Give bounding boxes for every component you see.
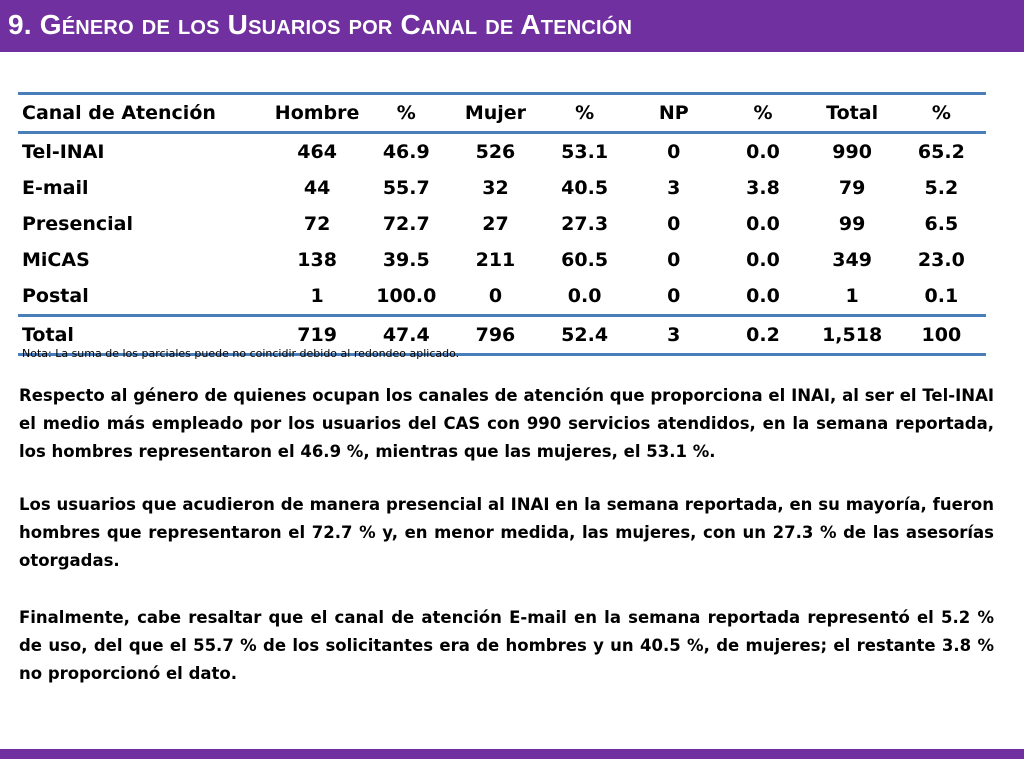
table-cell: 0 xyxy=(667,141,681,163)
table-cell: 3 xyxy=(667,324,681,346)
gender-by-channel-table: Canal de Atención Hombre % Mujer % NP % … xyxy=(18,92,986,356)
table-cell: 100.0 xyxy=(376,285,437,307)
footer-bar xyxy=(0,749,1024,759)
table-cell: 32 xyxy=(482,177,509,199)
table-cell: 100 xyxy=(921,324,962,346)
table-cell: 0.0 xyxy=(746,285,780,307)
column-header-hombre: Hombre xyxy=(274,102,360,124)
table-cell: 0.2 xyxy=(746,324,780,346)
table-cell: 211 xyxy=(475,249,516,271)
table-cell: 53.1 xyxy=(561,141,609,163)
table-cell: 39.5 xyxy=(382,249,430,271)
table-cell: 72 xyxy=(303,213,331,235)
table-cell: 5.2 xyxy=(924,177,959,199)
table-cell: 719 xyxy=(297,324,337,346)
table-cell: 65.2 xyxy=(917,141,965,163)
table-cell: 55.7 xyxy=(382,177,430,199)
table-cell: 349 xyxy=(832,249,872,271)
column-header-canal: Canal de Atención xyxy=(22,102,216,124)
table-cell: MiCAS xyxy=(22,249,90,271)
column-header-total-pct: % xyxy=(931,102,951,124)
table-cell: 79 xyxy=(838,177,866,199)
table-cell: 27.3 xyxy=(561,213,609,235)
column-header-np-pct: % xyxy=(753,102,773,124)
table-total-row: Total 719 47.4 796 52.4 3 0.2 1,518 100 xyxy=(18,316,986,355)
table-cell: 0 xyxy=(667,249,681,271)
table-cell: 0.0 xyxy=(746,249,780,271)
table-cell: 0.0 xyxy=(567,285,602,307)
column-header-mujer-pct: % xyxy=(575,102,595,124)
table-cell: 796 xyxy=(475,324,516,346)
table-cell: E-mail xyxy=(22,177,89,199)
table-cell: 0.0 xyxy=(746,213,780,235)
table-cell: 1,518 xyxy=(822,324,883,346)
table-cell: 0 xyxy=(667,213,681,235)
table-cell: 526 xyxy=(475,141,516,163)
table-cell: 47.4 xyxy=(382,324,430,346)
table-cell: 72.7 xyxy=(382,213,430,235)
table-cell: 1 xyxy=(845,285,859,307)
table-row: Postal 1 100.0 0 0.0 0 0.0 1 0.1 xyxy=(18,278,986,316)
table-cell: 23.0 xyxy=(917,249,965,271)
paragraph-email: Finalmente, cabe resaltar que el canal d… xyxy=(19,608,994,683)
table-cell: 46.9 xyxy=(382,141,430,163)
table-cell: 3 xyxy=(667,177,681,199)
table-cell: 0.1 xyxy=(924,285,959,307)
table-header-row: Canal de Atención Hombre % Mujer % NP % … xyxy=(18,93,986,133)
column-header-np: NP xyxy=(658,102,689,124)
table-cell: 99 xyxy=(838,213,866,235)
table-footnote: Nota: La suma de los parciales puede no … xyxy=(22,347,460,360)
paragraph-tel-inai: Respecto al género de quienes ocupan los… xyxy=(19,386,994,461)
table-cell: Postal xyxy=(22,285,89,307)
table-cell: 990 xyxy=(832,141,872,163)
table-cell: 27 xyxy=(482,213,509,235)
table-cell: Presencial xyxy=(22,213,134,235)
table-cell: 0 xyxy=(667,285,681,307)
table-row: Presencial 72 72.7 27 27.3 0 0.0 99 6.5 xyxy=(18,206,986,242)
table-row: Tel-INAI 464 46.9 526 53.1 0 0.0 990 65.… xyxy=(18,133,986,171)
paragraph-presencial: Los usuarios que acudieron de manera pre… xyxy=(19,495,994,570)
table-row: E-mail 44 55.7 32 40.5 3 3.8 79 5.2 xyxy=(18,170,986,206)
column-header-total: Total xyxy=(826,102,879,124)
table-cell: Total xyxy=(22,324,74,346)
table-cell: 0 xyxy=(488,285,503,307)
table-cell: 44 xyxy=(303,177,331,199)
column-header-mujer: Mujer xyxy=(464,102,527,124)
table-cell: 1 xyxy=(310,285,324,307)
table-cell: 3.8 xyxy=(746,177,780,199)
table-cell: Tel-INAI xyxy=(22,141,105,163)
table-cell: 40.5 xyxy=(561,177,609,199)
table-cell: 6.5 xyxy=(924,213,959,235)
table-cell: 0.0 xyxy=(746,141,780,163)
table-row: MiCAS 138 39.5 211 60.5 0 0.0 349 23.0 xyxy=(18,242,986,278)
column-header-hombre-pct: % xyxy=(396,102,416,124)
table-cell: 52.4 xyxy=(561,324,609,346)
title-bar: 9. Género de los Usuarios por Canal de A… xyxy=(0,0,1024,52)
table-cell: 464 xyxy=(297,141,337,163)
slide-title: 9. Género de los Usuarios por Canal de A… xyxy=(8,9,633,40)
table-cell: 60.5 xyxy=(561,249,609,271)
table-cell: 138 xyxy=(297,249,337,271)
